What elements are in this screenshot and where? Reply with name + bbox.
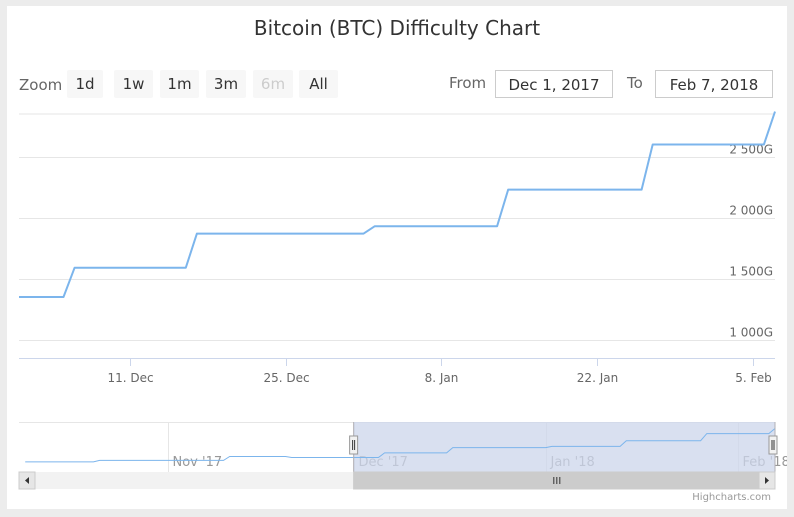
to-label: To: [627, 74, 643, 92]
chart-svg: 1 000G 1 500G 2 000G 2 500G 11. Dec 25. Dec 8.…: [18, 111, 787, 490]
scrollbar-thumb[interactable]: [353, 471, 760, 490]
scroll-right-arrow-icon: [765, 477, 769, 484]
navigator-selection-mask: [353, 422, 775, 472]
x-tick-label: 22. Jan: [577, 371, 618, 385]
y-tick-label: 1 000G: [729, 326, 773, 340]
x-tick-label: 11. Dec: [107, 371, 153, 385]
navigator-series-line: [25, 428, 776, 463]
chart-title: Bitcoin (BTC) Difficulty Chart: [253, 16, 541, 40]
scrollbar-right-button[interactable]: [758, 471, 776, 490]
handle-body: [768, 435, 778, 455]
x-tick-label: 25. Dec: [263, 371, 309, 385]
handle-body: [349, 435, 359, 455]
zoom-1d-button[interactable]: 1d: [67, 70, 103, 98]
zoom-1w-button[interactable]: 1w: [114, 70, 153, 98]
y-tick-label: 2 000G: [729, 204, 773, 218]
navigator-left-handle[interactable]: [349, 435, 359, 455]
x-tick-label: 8. Jan: [425, 371, 459, 385]
zoom-1m-button[interactable]: 1m: [160, 70, 199, 98]
y-tick-label: 1 500G: [729, 265, 773, 279]
to-date-input[interactable]: Feb 7, 2018: [655, 70, 773, 98]
x-tick-label: 5. Feb: [735, 371, 772, 385]
from-label: From: [449, 74, 487, 92]
navigator-right-handle[interactable]: [768, 435, 778, 455]
zoom-label: Zoom: [19, 76, 63, 94]
scroll-left-arrow-icon: [25, 477, 29, 484]
zoom-3m-button[interactable]: 3m: [206, 70, 246, 98]
navigator-label: Nov '17: [173, 455, 223, 470]
scrollbar-left-button[interactable]: [18, 471, 36, 490]
from-date-input[interactable]: Dec 1, 2017: [495, 70, 613, 98]
y-tick-label: 2 500G: [729, 143, 773, 157]
zoom-6m-button: 6m: [253, 70, 293, 98]
chart-container: Bitcoin (BTC) Difficulty Chart Zoom 1d 1…: [7, 6, 787, 509]
difficulty-series-line: [19, 111, 776, 298]
zoom-all-button[interactable]: All: [299, 70, 338, 98]
credits-link[interactable]: Highcharts.com: [692, 492, 771, 503]
